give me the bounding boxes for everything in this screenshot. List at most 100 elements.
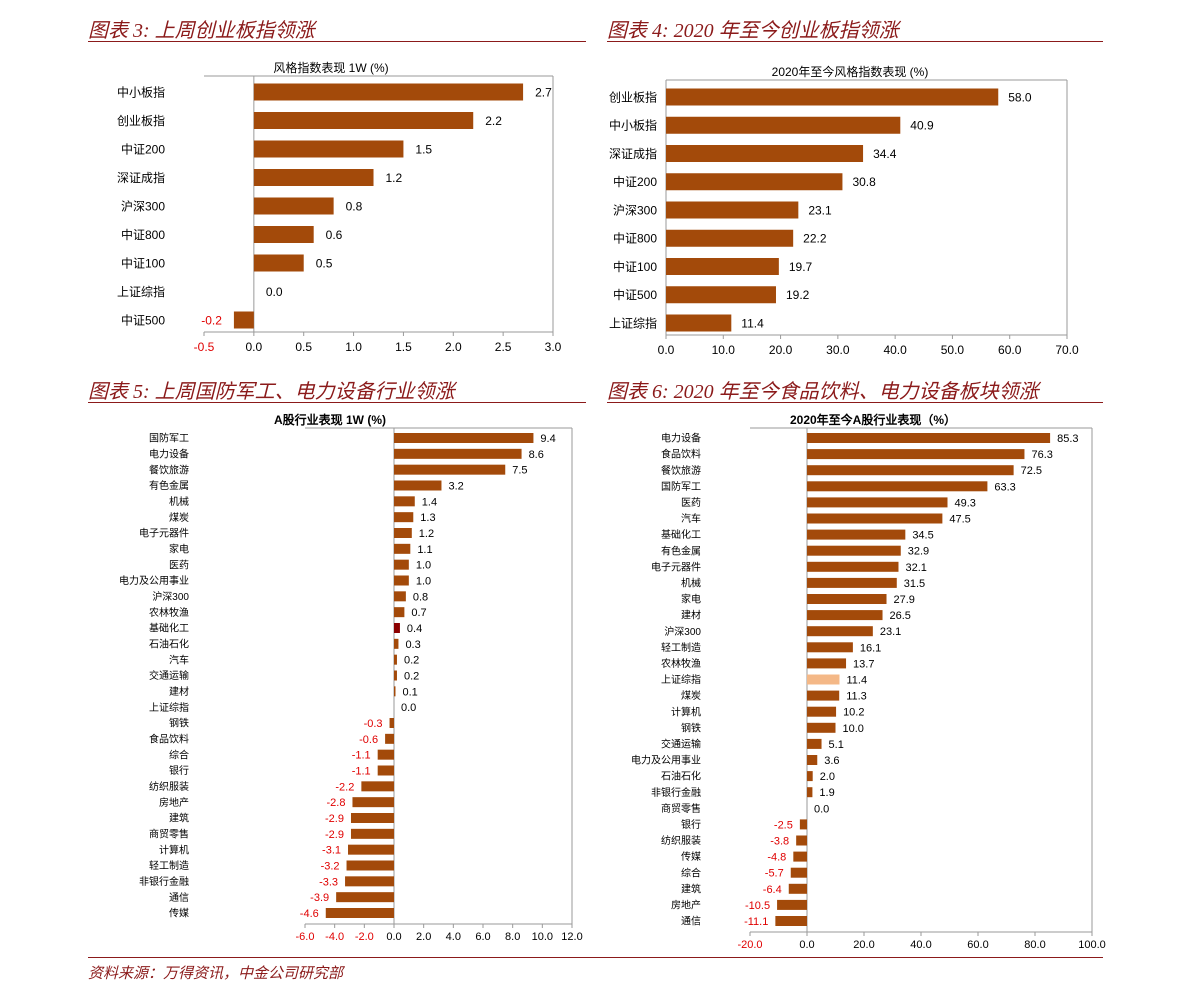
chart-6-category-label: 农林牧渔: [661, 657, 701, 670]
chart-5-bar: [352, 797, 394, 808]
chart-6-category-label: 建材: [681, 609, 701, 622]
chart-6-bar: [807, 497, 948, 508]
chart-5-value-label: 3.2: [448, 480, 463, 492]
chart-6-bar: [807, 513, 943, 524]
chart-6-category-label: 石油石化: [661, 770, 701, 783]
chart-6-value-label: -6.4: [763, 884, 782, 896]
chart-5-bar: [394, 607, 405, 618]
chart-6-value-label: 49.3: [955, 497, 976, 509]
chart-5-value-label: -3.2: [321, 860, 340, 872]
chart-5-bar: [394, 528, 412, 538]
chart-5-category-label: 传媒: [169, 908, 189, 920]
chart-5-category-label: 交通运输: [149, 669, 189, 682]
chart-6-bar: [807, 594, 887, 604]
chart-3-value-label: 0.5: [316, 256, 333, 270]
chart-5-value-label: 0.8: [413, 591, 428, 603]
chart-6-category-label: 银行: [681, 818, 701, 831]
chart-6-bar: [777, 899, 807, 910]
chart-6-category-label: 建筑: [681, 882, 701, 895]
chart-5-bar: [394, 686, 396, 697]
chart-6-value-label: 26.5: [890, 610, 911, 622]
chart-4-bar: [666, 314, 732, 332]
chart-5-value-label: 0.3: [405, 639, 420, 651]
chart-6-bar: [807, 626, 873, 637]
chart-5-value-label: -0.3: [364, 718, 383, 730]
chart-6-x-tick-label: -20.0: [737, 939, 762, 951]
chart-6-value-label: 76.3: [1031, 449, 1052, 461]
chart-6-x-tick-label: 80.0: [1024, 939, 1045, 951]
chart-5-bar: [394, 464, 506, 475]
chart-4-value-label: 11.4: [741, 316, 764, 330]
chart-6-value-label: 3.6: [824, 755, 839, 767]
chart-6-category-label: 医药: [681, 497, 701, 509]
chart-5-value-label: -2.9: [325, 829, 344, 841]
chart-3-value-label: 0.8: [346, 199, 363, 213]
chart-3-category-label: 沪深300: [121, 199, 165, 213]
chart-6-category-label: 房地产: [671, 899, 701, 912]
chart-6-category-label: 非银行金融: [651, 786, 701, 799]
chart-6-bar: [807, 433, 1051, 443]
chart-4-x-tick-label: 30.0: [826, 343, 850, 357]
figure-5-title: 图表 5: 上周国防军工、电力设备行业领涨: [88, 381, 455, 403]
chart-5-value-label: -3.9: [310, 892, 329, 904]
chart-6-value-label: 34.5: [912, 530, 933, 542]
chart-5-bar: [394, 575, 409, 586]
chart-4-category-label: 中证800: [613, 231, 657, 246]
chart-4-value-label: 58.0: [1008, 90, 1032, 104]
chart-5-category-label: 电力设备: [149, 447, 189, 460]
chart-4-value-label: 23.1: [808, 203, 832, 217]
chart-4-category-label: 中证100: [613, 259, 657, 274]
chart-6-value-label: 85.3: [1057, 433, 1078, 445]
chart-5-title: A股行业表现 1W (%): [274, 412, 386, 427]
chart-3-bar: [253, 254, 304, 272]
chart-3-value-label: 2.7: [535, 85, 552, 99]
chart-4-bar: [666, 286, 776, 304]
chart-6-value-label: 2.0: [820, 771, 835, 783]
chart-6-bar: [807, 577, 897, 588]
chart-6-bar: [807, 561, 899, 572]
chart-6-category-label: 传媒: [681, 851, 701, 863]
chart-5-bar: [394, 623, 400, 633]
chart-5-category-label: 商贸零售: [149, 827, 189, 840]
chart-3-category-label: 上证综指: [117, 284, 165, 299]
chart-5-value-label: 1.0: [416, 560, 431, 572]
chart-4-category-label: 创业板指: [609, 89, 657, 104]
chart-6-value-label: 27.9: [894, 594, 915, 606]
chart-4-x-tick-label: 50.0: [941, 343, 965, 357]
chart-5-category-label: 家电: [169, 542, 189, 555]
chart-5-x-tick-label: 0.0: [386, 931, 401, 943]
chart-3-x-tick-label: 2.0: [445, 340, 462, 354]
chart-6-bar: [807, 787, 813, 798]
chart-4-x-tick-label: 40.0: [883, 343, 907, 357]
chart-6-bar: [796, 835, 807, 846]
chart-6-bar: [807, 706, 837, 717]
chart-5-category-label: 基础化工: [149, 622, 189, 635]
chart-3-value-label: 0.6: [326, 228, 343, 242]
chart-3-category-label: 中证800: [121, 227, 165, 242]
chart-4-value-label: 19.2: [786, 288, 810, 302]
chart-5-bar: [394, 670, 397, 681]
chart-6-category-label: 国防军工: [661, 480, 701, 493]
chart-4-x-tick-label: 20.0: [769, 343, 793, 357]
chart-5-value-label: -2.8: [326, 797, 345, 809]
chart-4-bar: [666, 145, 864, 162]
chart-6-category-label: 有色金属: [661, 544, 701, 557]
figure-6-title: 图表 6: 2020 年至今食品饮料、电力设备板块领涨: [607, 381, 1039, 403]
chart-5-value-label: 0.2: [404, 655, 419, 667]
chart-6-value-label: 32.1: [905, 562, 926, 574]
chart-6-bar: [807, 465, 1014, 476]
chart-6-value-label: -4.8: [767, 852, 786, 864]
figure-4-title: 图表 4: 2020 年至今创业板指领涨: [607, 20, 899, 42]
chart-6-value-label: -10.5: [745, 900, 770, 912]
chart-5-bar: [350, 813, 394, 823]
chart-6-bar: [807, 738, 822, 749]
chart-5-category-label: 国防军工: [149, 432, 189, 445]
chart-6-bar: [807, 658, 847, 669]
chart-6-category-label: 交通运输: [661, 738, 701, 751]
chart-6-category-label: 纺织服装: [661, 834, 701, 847]
chart-5-bar: [394, 496, 415, 507]
chart-5-category-label: 纺织服装: [149, 780, 189, 793]
chart-6-category-label: 计算机: [671, 705, 701, 718]
chart-3-bar: [253, 83, 524, 101]
